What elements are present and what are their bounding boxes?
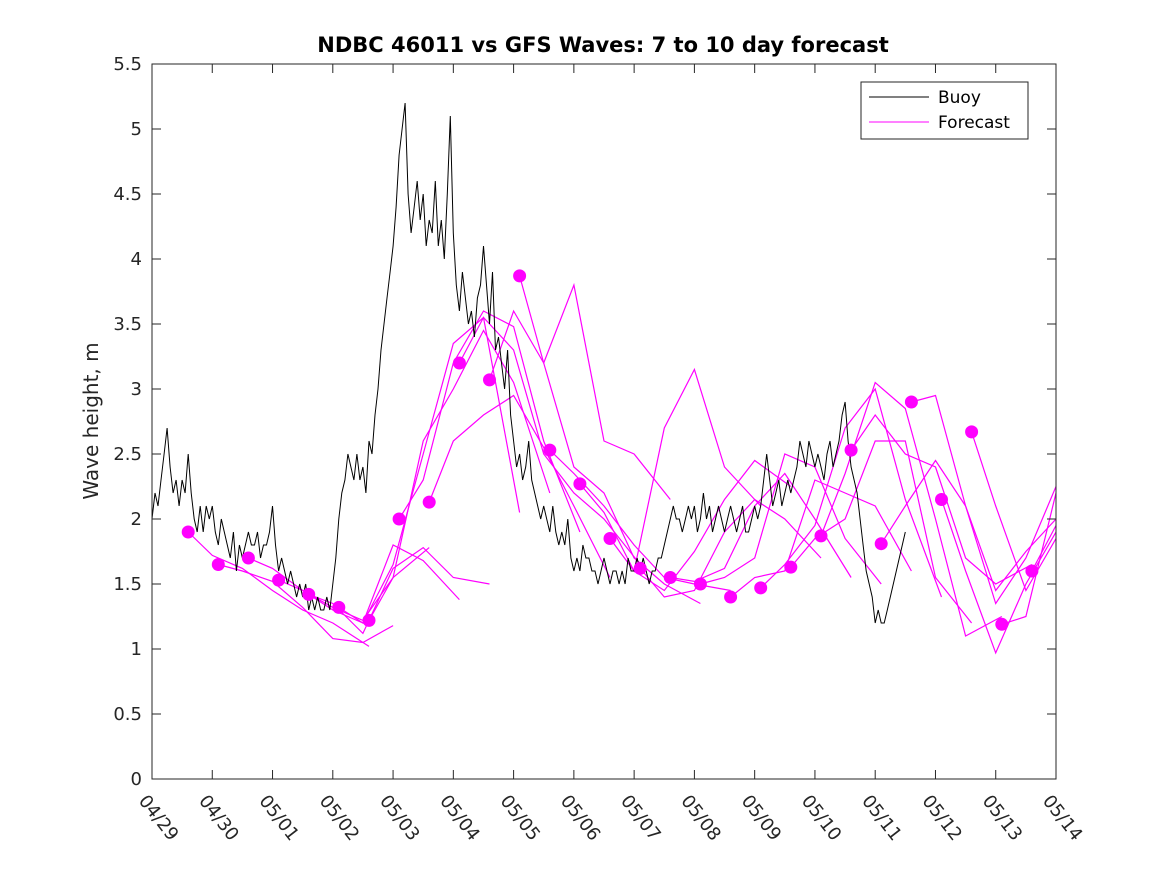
y-tick-label: 3 — [131, 379, 142, 400]
y-tick-label: 2.5 — [113, 444, 142, 465]
forecast-run-line-21 — [790, 440, 973, 624]
plot-background — [152, 64, 1056, 779]
forecast-point — [332, 600, 346, 614]
axes-box — [151, 63, 1057, 780]
forecast-point — [181, 525, 195, 539]
forecast-run-line-7 — [368, 329, 551, 621]
forecast-point — [483, 373, 496, 387]
forecast-point — [452, 356, 466, 370]
forecast-point — [784, 560, 798, 574]
y-tick-label: 3.5 — [113, 314, 142, 335]
forecast-point — [302, 587, 316, 601]
forecast-run-line-12 — [519, 275, 701, 605]
y-tick-label: 0.5 — [113, 704, 142, 725]
forecast-run-line-2 — [218, 563, 394, 644]
forecast-point — [633, 561, 647, 575]
y-tick-label: 5.5 — [113, 54, 142, 75]
forecast-run-line-22 — [820, 381, 1003, 637]
forecast-point — [241, 551, 255, 565]
forecast-point — [965, 425, 979, 439]
y-tick-label: 4 — [131, 249, 142, 270]
y-tick-label: 1.5 — [113, 574, 142, 595]
legend: Buoy Forecast — [860, 81, 1029, 140]
forecast-run-line-5 — [308, 546, 490, 635]
buoy-line — [152, 102, 906, 624]
forecast-run-line-28 — [1001, 492, 1056, 625]
forecast-point — [663, 571, 677, 584]
forecast-point — [272, 573, 286, 587]
forecast-point — [362, 613, 376, 627]
forecast-point — [573, 477, 587, 491]
forecast-point — [935, 493, 948, 506]
forecast-run-line-14 — [579, 367, 762, 573]
forecast-run-line-27 — [971, 431, 1056, 592]
forecast-point — [392, 512, 406, 526]
forecast-run-line-9 — [428, 394, 611, 578]
buoy-series — [152, 102, 906, 624]
forecast-point — [874, 537, 888, 551]
forecast-point — [603, 532, 617, 545]
forecast-point — [211, 558, 225, 571]
forecast-point — [754, 581, 768, 595]
forecast-run-line-10 — [458, 316, 641, 565]
y-tick-label: 5 — [131, 119, 142, 140]
chart-title: NDBC 46011 vs GFS Waves: 7 to 10 day for… — [317, 33, 888, 57]
forecast-point — [1025, 564, 1039, 578]
forecast-point — [513, 269, 527, 283]
forecast-point — [904, 395, 918, 409]
legend-box — [860, 81, 1029, 140]
forecast-run-line-29 — [1031, 525, 1056, 572]
forecast-run-line-25 — [911, 394, 1056, 605]
forecast-point — [724, 590, 738, 604]
forecast-point — [693, 577, 707, 591]
forecast-point — [995, 617, 1009, 631]
forecast-points — [181, 269, 1039, 631]
forecast-point — [422, 495, 436, 509]
plot-area — [152, 64, 1056, 779]
forecast-run-line-18 — [700, 453, 882, 585]
forecast-run-line-8 — [398, 310, 581, 533]
forecast-point — [543, 443, 557, 457]
y-tick-label: 1 — [131, 639, 142, 660]
forecast-lines — [187, 275, 1056, 655]
forecast-point — [814, 529, 828, 543]
forecast-point — [844, 443, 858, 457]
forecast-run-line-23 — [850, 413, 1033, 585]
forecast-run-line-11 — [488, 282, 671, 500]
y-tick-label: 4.5 — [113, 184, 142, 205]
forecast-run-line-19 — [730, 479, 912, 598]
legend-buoy-label: Buoy — [938, 88, 981, 108]
legend-forecast-label: Forecast — [938, 113, 1010, 133]
forecast-run-line-1 — [187, 531, 370, 647]
forecast-run-line-20 — [760, 387, 943, 598]
y-tick-label: 0 — [131, 769, 142, 790]
y-axis-label: Wave height, m — [79, 342, 103, 499]
y-tick-label: 2 — [131, 509, 142, 530]
